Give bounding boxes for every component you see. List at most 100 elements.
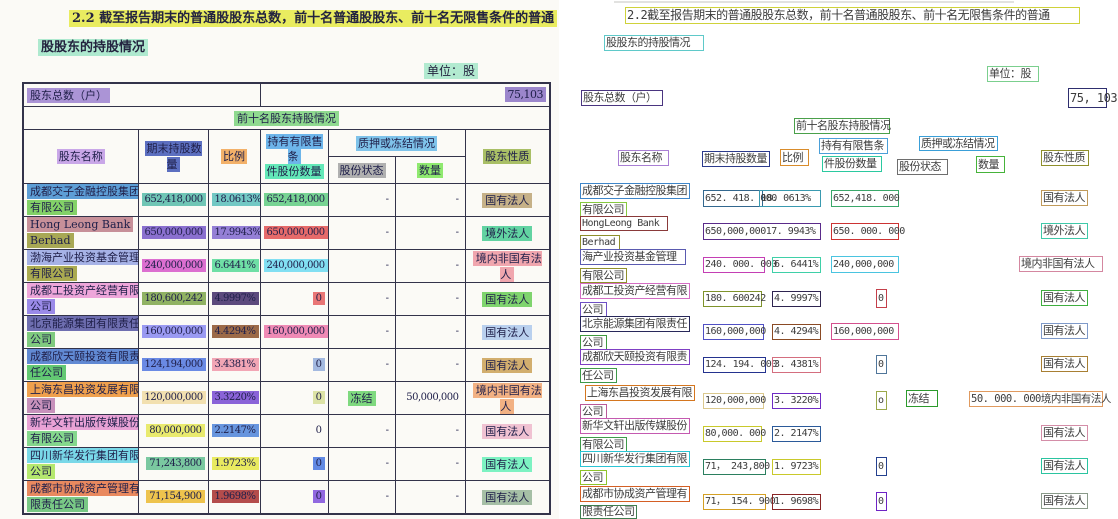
shareholders-table: 股东总数（户） 75,103 前十名股东持股情况 股东名称 期末持股数量 比例 … [22, 82, 552, 515]
restricted-shares-cell: 0 [259, 446, 329, 481]
shareholders-table-wrap: 股东总数（户） 75,103 前十名股东持股情况 股东名称 期末持股数量 比例 … [22, 82, 552, 515]
scanned-document-panel: 2.2 截至报告期末的普通股股东总数，前十名普通股股东、前十名无限售条件的普通 … [22, 10, 558, 515]
pledge-qty-cell: - [394, 446, 466, 481]
shareholder-nature-cell: 国有法人 [464, 281, 551, 316]
cell-value: 80,000,000 [146, 424, 205, 437]
annotation-box: 50. 000. 000境内非国有法人 [969, 391, 1111, 407]
annotation-box: 有限公司 [580, 437, 627, 452]
annotation-box: o [876, 391, 887, 410]
cell-value: 160,000,000 [141, 325, 206, 338]
shareholder-name-cell: 上海东昌投资发展有限 公司 [22, 380, 139, 415]
cell-value: 有限公司 [27, 265, 77, 281]
shares-cell: 240,000,000 [137, 248, 209, 283]
cell-value: - [385, 326, 389, 337]
cell-value: 国有法人 [482, 324, 533, 340]
cell-value: 4.4294% [211, 325, 259, 338]
cell-value: 17.9943% [211, 226, 260, 239]
shareholder-nature-cell: 境内非国有法人 [464, 248, 551, 283]
cell-value: 公司 [27, 397, 55, 413]
cell-value: 0 [312, 358, 325, 371]
annotation-header-status: 股份状态 [897, 159, 948, 175]
cell-value: - [455, 260, 459, 271]
annotation-box: 652. 418. 000 [703, 190, 777, 207]
annotation-box: Berhad [580, 235, 620, 250]
annotation-box: 成都市协成资产管理有 [580, 486, 690, 502]
cell-value: 公司 [27, 463, 55, 479]
annotation-box: 有限公司 [580, 202, 627, 217]
annotation-table-caption: 前十名股东持股情况 [794, 118, 891, 134]
cell-value: - [455, 293, 459, 304]
table-row: 新华文轩出版传媒股份 有限公司 80,000,000 2.2147% 0 - - 国有法人 [22, 413, 551, 448]
pledge-qty-cell: - [394, 182, 466, 217]
pledge-qty-cell: - [394, 314, 466, 349]
pledge-qty-cell: 50,000,000 [394, 380, 466, 415]
annotation-title-line1: 2.2截至报告期末的普通股股东总数，前十名普通股股东、前十名无限售条件的普通 [625, 7, 1080, 24]
shareholder-nature-cell: 国有法人 [464, 182, 551, 217]
annotation-box: 2. 2147% [772, 426, 821, 442]
ratio-cell: 4.4294% [207, 314, 261, 349]
annotation-box: 18. 0613% [759, 190, 821, 207]
shares-cell: 80,000,000 [137, 413, 209, 448]
share-status-cell: - [327, 479, 396, 514]
share-status-cell: - [327, 446, 396, 481]
cell-value: 240,000,000 [141, 259, 206, 272]
header-ratio-cell: 比例 [207, 128, 261, 184]
annotation-box: 160,000,000 [831, 323, 899, 340]
cell-value: - [455, 458, 459, 469]
shareholder-nature-cell: 国有法人 [464, 479, 551, 514]
annotation-title-line2: 股股东的持股情况 [604, 35, 704, 51]
annotation-header-shares: 期末持股数量 [702, 151, 770, 167]
scan-artifact-line [614, 1, 1014, 3]
annotation-box: 80,000. 000 [703, 426, 766, 442]
cell-value: 国有法人 [482, 423, 533, 439]
header-status-cell: 股份状态 [327, 155, 396, 184]
cell-value: - [385, 491, 389, 502]
cell-value: 652,418,000 [263, 193, 328, 206]
cell-value: Berhad [27, 232, 74, 248]
annotation-box: 公司 [580, 335, 607, 350]
share-status-cell: 冻结 [327, 380, 396, 415]
cell-value: 公司 [27, 298, 55, 314]
annotation-header-restricted-2: 件股份数量 [822, 156, 882, 172]
annotation-box: 国有法人 [1041, 190, 1088, 206]
shareholder-name-cell: Hong Leong Bank Berhad [22, 215, 139, 250]
cell-value: 650,000,000 [141, 226, 206, 239]
annotation-box: 652,418. 000 [831, 190, 900, 207]
annotation-box: 0 [876, 457, 887, 476]
cell-value: 240,000,000 [263, 259, 328, 272]
share-status-cell: - [327, 413, 396, 448]
annotation-box: 北京能源集团有限责任 [580, 316, 690, 332]
cell-value: 任公司 [27, 364, 66, 380]
table-caption-cell: 前十名股东持股情况 [22, 105, 551, 130]
cell-value: 成都市协成资产管理有 [27, 480, 137, 496]
annotation-box: 上海东昌投资发展有限 [585, 385, 695, 401]
annotation-box: 境内非国有法人 [1019, 256, 1103, 272]
annotation-box: 境外法人 [1041, 223, 1088, 239]
restricted-shares-cell: 0 [259, 479, 329, 514]
cell-value: 124,194,000 [141, 358, 206, 371]
ocr-annotation-panel: 2.2截至报告期末的普通股股东总数，前十名普通股股东、前十名无限售条件的普通股股… [559, 0, 1118, 519]
annotation-box: 240. 000. 000 [703, 257, 777, 273]
pledge-qty-cell: - [394, 215, 466, 250]
annotation-box: 海产业投资基金管理 [580, 249, 686, 265]
annotation-box: 0 [876, 355, 887, 374]
annotation-box: 71， 154. 900 [703, 494, 776, 510]
cell-value: 境内非国有法人 [472, 250, 542, 281]
table-row: 渤海产业投资基金管理 有限公司 240,000,000 6.6441% 240,000,… [22, 248, 551, 283]
annotation-box: 3. 3220% [772, 393, 821, 409]
annotation-box: 冻结 [906, 390, 938, 407]
table-row: 北京能源集团有限责任 公司 160,000,000 4.4294% 160,000,00… [22, 314, 551, 349]
cell-value: 3.4381% [211, 358, 259, 371]
cell-value: - [455, 326, 459, 337]
cell-value: 650,000,000 [263, 226, 328, 239]
cell-value: 北京能源集团有限责任 [27, 316, 137, 331]
header-row-2: 股份状态 数量 [23, 155, 550, 184]
pledge-qty-cell: - [394, 281, 466, 316]
annotation-box: 240,000,000 [831, 256, 899, 273]
shares-cell: 124,194,000 [137, 347, 209, 382]
total-shareholders-label-cell: 股东总数（户） [22, 82, 261, 107]
share-status-cell: - [327, 314, 396, 349]
annotation-box: 3. 4381% [772, 357, 821, 373]
annotation-box: 1. 9723% [772, 459, 821, 475]
table-row: 成都工投资产经营有限 公司 180,600,242 4.9997% 0- - 国有法人 [22, 281, 551, 316]
